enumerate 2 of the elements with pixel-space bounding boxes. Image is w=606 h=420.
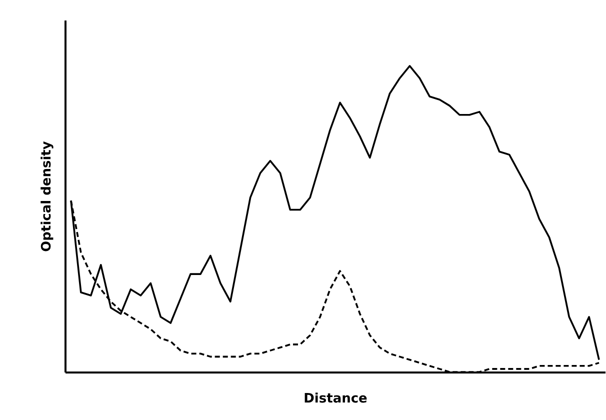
y-axis-title: Optical density [40,140,54,252]
x-axis-title: Distance [304,392,368,406]
